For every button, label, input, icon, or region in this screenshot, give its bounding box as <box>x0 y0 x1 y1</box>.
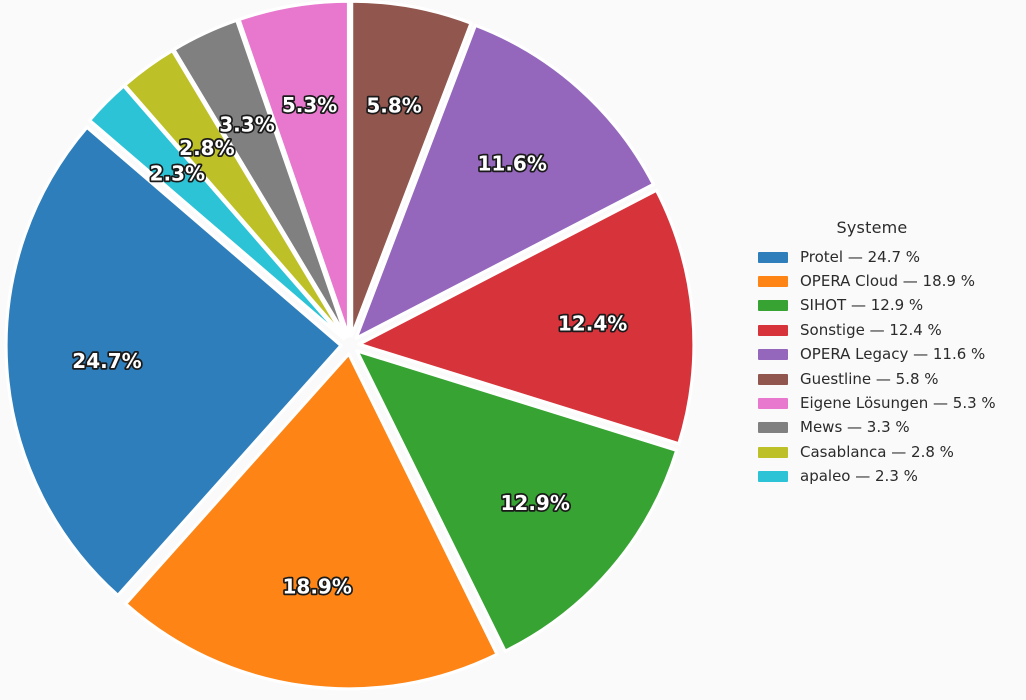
legend-item-label: Mews — 3.3 % <box>800 418 910 437</box>
legend-color-swatch <box>758 300 788 312</box>
pie-slice[interactable] <box>172 18 348 339</box>
legend-color-swatch <box>758 422 788 434</box>
legend-item-label: Eigene Lösungen — 5.3 % <box>800 394 996 413</box>
pie-slice-value-label: 12.9% <box>501 491 570 515</box>
legend-item[interactable]: Guestline — 5.8 % <box>758 367 1020 391</box>
pie-slice-value-label: 11.6% <box>478 151 547 175</box>
legend-color-swatch <box>758 446 788 458</box>
pie-slice-value-label: 2.3% <box>150 161 205 185</box>
pie-slice[interactable] <box>124 352 499 691</box>
legend-item-label: OPERA Legacy — 11.6 % <box>800 345 986 364</box>
legend: Systeme Protel — 24.7 % OPERA Cloud — 18.… <box>758 218 1020 489</box>
legend-item[interactable]: Protel — 24.7 % <box>758 245 1020 269</box>
pie-slice[interactable] <box>355 349 679 653</box>
legend-color-swatch <box>758 471 788 483</box>
pie-slice[interactable] <box>350 0 473 338</box>
pie-slice[interactable] <box>4 125 343 598</box>
legend-item[interactable]: Eigene Lösungen — 5.3 % <box>758 391 1020 415</box>
legend-item[interactable]: OPERA Cloud — 18.9 % <box>758 269 1020 293</box>
legend-item[interactable]: OPERA Legacy — 11.6 % <box>758 343 1020 367</box>
legend-item-label: Guestline — 5.8 % <box>800 369 939 388</box>
pie-slice[interactable] <box>354 23 656 340</box>
pie-slice[interactable] <box>357 188 696 446</box>
legend-color-swatch <box>758 373 788 385</box>
legend-item[interactable]: Mews — 3.3 % <box>758 416 1020 440</box>
pie-slice-value-label: 12.4% <box>558 312 627 336</box>
pie-slice[interactable] <box>237 0 351 338</box>
legend-item-label: SIHOT — 12.9 % <box>800 296 924 315</box>
legend-item-label: apaleo — 2.3 % <box>800 467 918 486</box>
legend-color-swatch <box>758 349 788 361</box>
legend-item-label: OPERA Cloud — 18.9 % <box>800 272 975 291</box>
legend-color-swatch <box>758 324 788 336</box>
pie-slices-group <box>4 0 696 691</box>
legend-item[interactable]: apaleo — 2.3 % <box>758 465 1020 489</box>
legend-color-swatch <box>758 398 788 410</box>
pie-slice-value-label: 3.3% <box>219 112 274 136</box>
legend-item[interactable]: Casablanca — 2.8 % <box>758 440 1020 464</box>
legend-title: Systeme <box>836 218 908 237</box>
legend-item[interactable]: SIHOT — 12.9 % <box>758 294 1020 318</box>
pie-slice-value-label: 24.7% <box>72 349 141 373</box>
legend-color-swatch <box>758 251 788 263</box>
legend-entries: Protel — 24.7 % OPERA Cloud — 18.9 % SIHOT… <box>758 245 1020 489</box>
pie-slice-value-label: 2.8% <box>179 136 234 160</box>
legend-item-label: Sonstige — 12.4 % <box>800 320 942 339</box>
legend-item-label: Casablanca — 2.8 % <box>800 442 954 461</box>
pie-slice[interactable] <box>123 48 347 340</box>
pie-svg: 5.8% 11.6% 12.4% 12.9% 18.9% 24.7% 2.3%2.8%3.3… <box>4 0 696 691</box>
legend-color-swatch <box>758 276 788 288</box>
pie-plot-area: 5.8% 11.6% 12.4% 12.9% 18.9% 24.7% 2.3% 2.8% 3.3… <box>4 0 696 691</box>
legend-item-label: Protel — 24.7 % <box>800 247 921 266</box>
legend-item[interactable]: Sonstige — 12.4 % <box>758 318 1020 342</box>
pie-value-labels-group: 5.8% 11.6% 12.4% 12.9% 18.9% 24.7% 2.3%2.8%3.3… <box>71 91 629 600</box>
pie-slice-value-label: 5.3% <box>282 93 337 117</box>
pie-slice-value-label: 18.9% <box>283 574 352 598</box>
pie-slice-value-label: 5.8% <box>366 94 421 118</box>
